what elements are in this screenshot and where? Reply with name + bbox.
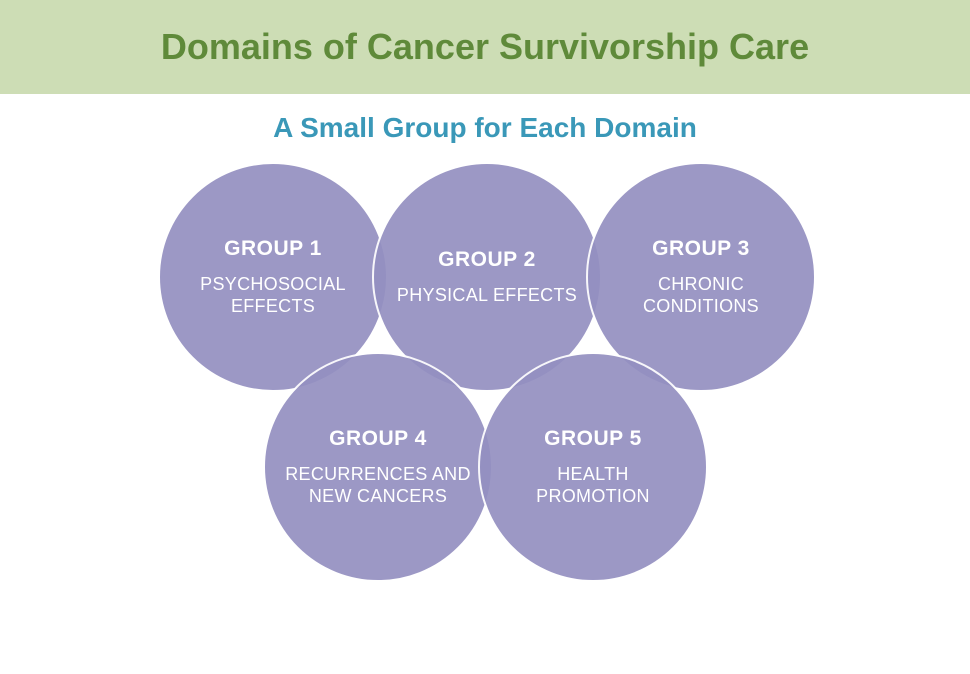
group-desc: PHYSICAL EFFECTS — [377, 284, 597, 307]
group-title: GROUP 4 — [329, 427, 427, 451]
group-desc: CHRONIC CONDITIONS — [588, 273, 814, 318]
group-desc: RECURRENCES AND NEW CANCERS — [265, 463, 491, 508]
group-desc: PSYCHOSOCIAL EFFECTS — [160, 273, 386, 318]
group-title: GROUP 5 — [544, 427, 642, 451]
group-title: GROUP 3 — [652, 237, 750, 261]
subtitle: A Small Group for Each Domain — [0, 112, 970, 144]
group-title: GROUP 2 — [438, 248, 536, 272]
group-title: GROUP 1 — [224, 237, 322, 261]
header-band: Domains of Cancer Survivorship Care — [0, 0, 970, 94]
circles-diagram: GROUP 1 PSYCHOSOCIAL EFFECTS GROUP 2 PHYSIC… — [0, 154, 970, 674]
group-desc: HEALTH PROMOTION — [480, 463, 706, 508]
page-title: Domains of Cancer Survivorship Care — [161, 26, 809, 68]
group-circle-5: GROUP 5 HEALTH PROMOTION — [478, 352, 708, 582]
group-circle-4: GROUP 4 RECURRENCES AND NEW CANCERS — [263, 352, 493, 582]
